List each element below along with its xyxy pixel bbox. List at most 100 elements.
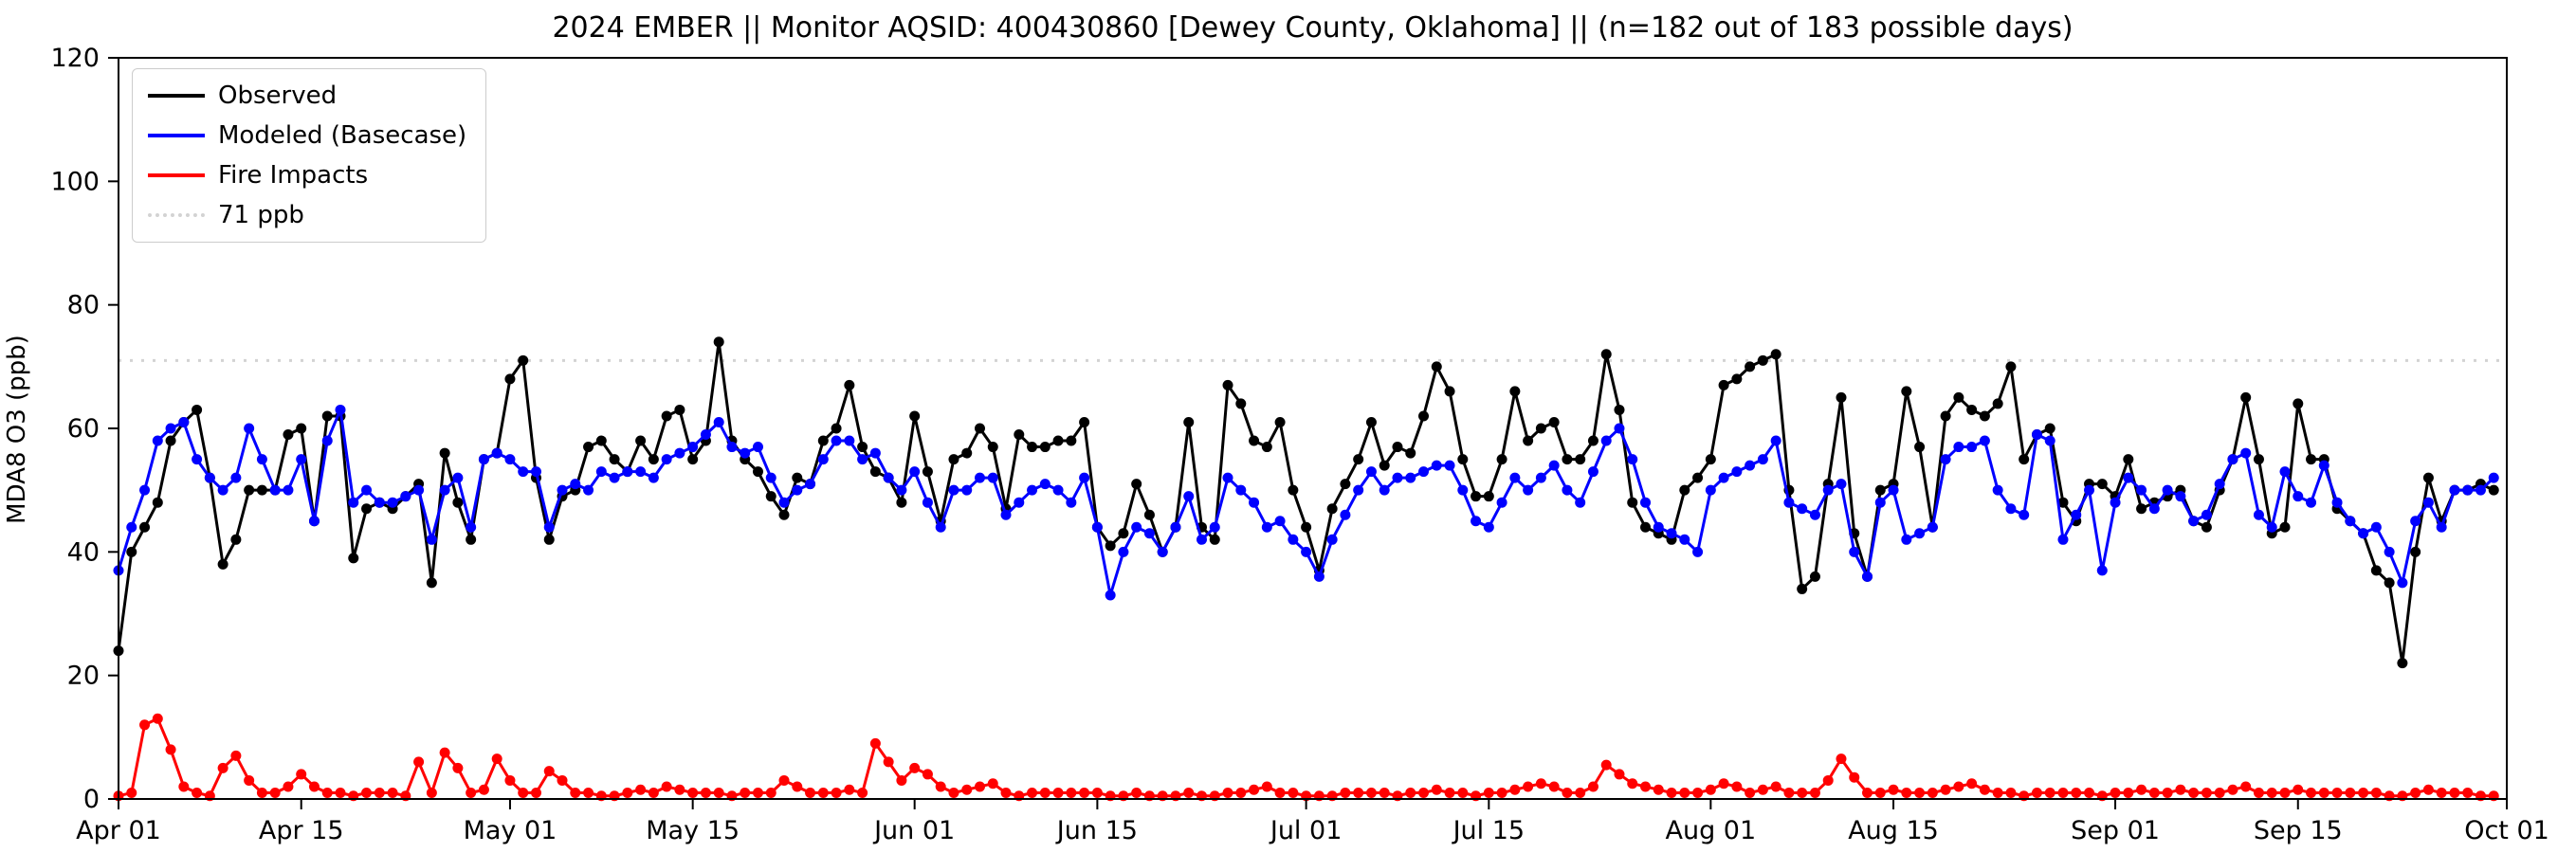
- fire-impacts-marker: [518, 787, 529, 798]
- fire-impacts-marker: [308, 781, 320, 792]
- modeled-basecase-marker: [1000, 509, 1012, 520]
- modeled-basecase-marker: [1679, 534, 1690, 545]
- x-tick-label: Jul 15: [1452, 816, 1526, 845]
- fire-impacts-marker: [1679, 787, 1690, 798]
- observed-marker: [1483, 491, 1494, 502]
- fire-impacts-marker: [805, 787, 816, 798]
- observed-marker: [2240, 391, 2252, 403]
- fire-impacts-marker: [2071, 787, 2082, 798]
- fire-impacts-marker: [1979, 784, 1990, 795]
- modeled-basecase-marker: [557, 484, 568, 496]
- modeled-basecase-marker: [2345, 516, 2356, 527]
- fire-impacts-marker: [217, 762, 228, 773]
- modeled-basecase-marker: [1509, 472, 1521, 483]
- observed-marker: [518, 354, 529, 366]
- modeled-basecase-marker: [883, 472, 894, 483]
- fire-impacts-marker: [2123, 787, 2134, 798]
- modeled-basecase-marker: [1523, 484, 1534, 496]
- modeled-basecase-series: [113, 404, 2499, 601]
- modeled-basecase-marker: [1770, 435, 1781, 446]
- fire-impacts-marker: [883, 756, 894, 768]
- observed-marker: [583, 442, 594, 453]
- fire-impacts-marker: [896, 774, 907, 786]
- modeled-basecase-marker: [2123, 472, 2134, 483]
- fire-impacts-marker: [374, 787, 385, 798]
- observed-marker: [1614, 404, 1625, 415]
- fire-impacts-marker: [961, 784, 973, 795]
- observed-marker: [1731, 373, 1743, 385]
- modeled-basecase-marker: [400, 491, 411, 502]
- modeled-basecase-marker: [1365, 466, 1377, 478]
- fire-impacts-marker: [1862, 787, 1873, 798]
- modeled-basecase-marker: [700, 429, 711, 441]
- modeled-basecase-marker: [1222, 472, 1233, 483]
- observed-marker: [1274, 416, 1286, 427]
- modeled-basecase-marker: [1705, 484, 1716, 496]
- modeled-basecase-marker: [2214, 479, 2225, 490]
- observed-marker: [1052, 435, 1064, 446]
- observed-marker: [543, 534, 555, 545]
- fire-impacts-marker: [648, 787, 659, 798]
- modeled-basecase-marker: [609, 472, 620, 483]
- modeled-basecase-marker: [452, 472, 464, 483]
- observed-marker: [752, 466, 763, 478]
- observed-series: [113, 336, 2499, 669]
- fire-impacts-marker: [2110, 787, 2121, 798]
- modeled-basecase-marker: [1418, 466, 1430, 478]
- modeled-basecase-marker: [2162, 484, 2173, 496]
- fire-impacts-marker: [2449, 787, 2460, 798]
- modeled-basecase-marker: [1731, 466, 1743, 478]
- modeled-basecase-marker: [2266, 521, 2277, 533]
- fire-impacts-marker: [570, 787, 581, 798]
- fire-impacts-marker: [2005, 787, 2017, 798]
- fire-line-sample: [148, 173, 205, 177]
- modeled-basecase-marker: [1353, 484, 1364, 496]
- modeled-basecase-marker: [139, 484, 151, 496]
- modeled-basecase-marker: [765, 472, 776, 483]
- fire-impacts-marker: [1797, 787, 1808, 798]
- modeled-basecase-marker: [1535, 472, 1546, 483]
- fire-impacts-marker: [178, 781, 190, 792]
- observed-marker: [1966, 404, 1978, 415]
- observed-marker: [844, 379, 855, 390]
- fire-impacts-marker: [765, 787, 776, 798]
- modeled-basecase-marker: [2227, 454, 2238, 465]
- modeled-basecase-marker: [909, 466, 921, 478]
- y-tick-label: 40: [67, 537, 100, 567]
- modeled-basecase-marker: [1471, 516, 1482, 527]
- modeled-basecase-marker: [1587, 466, 1599, 478]
- observed-marker: [1079, 416, 1090, 427]
- modeled-basecase-marker: [1143, 528, 1155, 539]
- observed-marker: [1587, 435, 1599, 446]
- observed-marker: [635, 435, 647, 446]
- fire-impacts-marker: [1901, 787, 1912, 798]
- observed-marker: [987, 442, 998, 453]
- fire-impacts-marker: [1000, 787, 1012, 798]
- x-tick-label: Sep 15: [2254, 816, 2343, 845]
- modeled-basecase-marker: [831, 435, 842, 446]
- legend-entry-refline: 71 ppb: [148, 200, 466, 230]
- observed-marker: [452, 497, 464, 508]
- fire-impacts-marker: [1261, 781, 1272, 792]
- observed-marker: [1288, 484, 1299, 496]
- modeled-basecase-marker: [896, 484, 907, 496]
- fire-impacts-marker: [1914, 787, 1926, 798]
- fire-impacts-marker: [817, 787, 829, 798]
- observed-marker: [1535, 423, 1546, 434]
- observed-marker: [1261, 442, 1272, 453]
- modeled-basecase-marker: [1261, 521, 1272, 533]
- fire-impacts-marker: [1966, 778, 1978, 789]
- modeled-basecase-marker: [2175, 491, 2186, 502]
- observed-marker: [1143, 509, 1155, 520]
- observed-marker: [961, 447, 973, 459]
- observed-marker: [139, 521, 151, 533]
- observed-marker: [2410, 546, 2421, 557]
- legend-label-refline: 71 ppb: [218, 201, 304, 229]
- fire-impacts-marker: [583, 787, 594, 798]
- modeled-basecase-marker: [792, 484, 803, 496]
- modeled-basecase-marker: [2436, 521, 2447, 533]
- fire-impacts-marker: [1418, 787, 1430, 798]
- modeled-basecase-marker: [1496, 497, 1507, 508]
- observed-marker: [2201, 521, 2212, 533]
- modeled-basecase-marker: [1874, 497, 1886, 508]
